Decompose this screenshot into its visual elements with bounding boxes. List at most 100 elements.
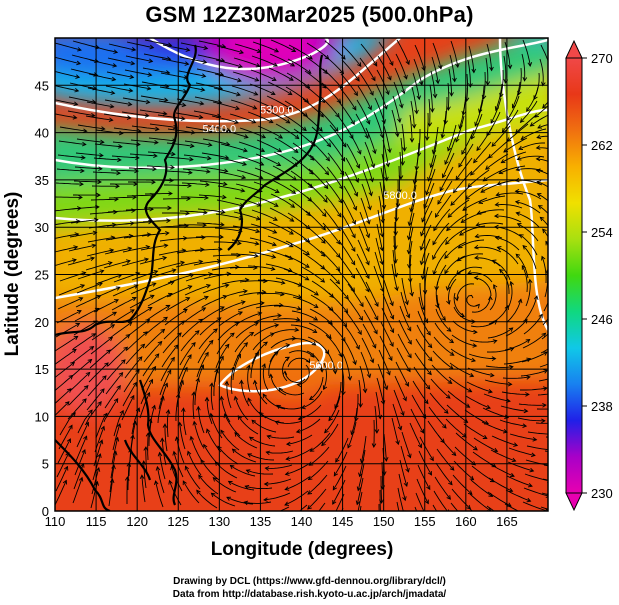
streamline (122, 382, 137, 407)
streamline-arrow (189, 143, 195, 149)
streamline (309, 308, 333, 325)
streamline-arrow (240, 188, 246, 193)
streamline (321, 236, 341, 258)
streamline-arrow (535, 156, 541, 162)
streamline-arrow (167, 369, 172, 375)
streamline-arrow (427, 470, 432, 476)
streamline (537, 181, 548, 188)
streamline-arrow (447, 379, 453, 384)
streamline-arrow (474, 255, 479, 260)
streamline (378, 195, 384, 223)
streamline (416, 478, 429, 504)
streamline-arrow (496, 181, 502, 186)
streamline (141, 81, 169, 88)
streamline (450, 185, 471, 206)
streamline (308, 322, 332, 339)
streamline (122, 97, 150, 103)
streamline-arrow (255, 63, 261, 68)
streamline (486, 505, 495, 511)
x-axis-label: Longitude (degrees) (211, 539, 394, 560)
streamline (540, 506, 548, 510)
streamline (122, 246, 150, 253)
streamline (537, 124, 548, 129)
streamline-arrow (403, 74, 408, 80)
streamline-arrow (254, 77, 260, 82)
streamline (400, 291, 410, 318)
streamline (420, 224, 432, 251)
streamline-arrow (550, 448, 554, 452)
streamline-arrow (270, 266, 276, 271)
streamline-arrow (400, 524, 404, 528)
streamline (542, 101, 548, 109)
streamline-arrow (117, 157, 122, 163)
streamline (342, 353, 351, 380)
streamline (324, 409, 340, 434)
streamline (413, 366, 431, 390)
streamline-arrow (323, 198, 328, 203)
streamline (234, 43, 261, 53)
streamline (448, 68, 452, 96)
streamline-arrow (427, 176, 432, 182)
streamline (166, 285, 192, 298)
streamline-arrow (446, 226, 451, 232)
streamline-arrow (314, 291, 319, 296)
streamline-arrow (424, 399, 429, 405)
streamline-arrow (400, 161, 405, 166)
streamline-arrow (439, 186, 444, 192)
streamline-arrow (66, 388, 72, 393)
streamline-arrow (99, 269, 105, 274)
streamline-arrow (249, 331, 255, 337)
streamline-arrow (383, 385, 389, 391)
streamline-arrow (294, 327, 300, 332)
streamline-arrow (561, 356, 565, 360)
streamline-arrow (237, 240, 242, 246)
streamline-arrow (295, 428, 301, 434)
streamline-arrow (234, 322, 240, 327)
streamline-arrow (417, 443, 422, 449)
streamline-arrow (157, 340, 163, 346)
streamline (216, 199, 244, 207)
streamline-arrow (520, 135, 526, 140)
streamline (481, 421, 508, 433)
streamline-arrow (381, 471, 387, 476)
streamline-arrow (313, 316, 319, 321)
streamline-arrow (350, 274, 356, 279)
streamline-arrow (127, 246, 133, 252)
streamline (474, 99, 484, 126)
streamline (398, 319, 412, 345)
streamline (93, 440, 103, 467)
streamline-arrow (273, 62, 278, 67)
streamline (254, 315, 282, 323)
streamline-arrow (203, 295, 209, 300)
streamline-arrow (282, 370, 288, 376)
streamline (229, 113, 256, 124)
streamline (105, 85, 133, 92)
streamline (293, 282, 319, 296)
contour-5200 (149, 38, 329, 71)
streamline (506, 299, 522, 323)
streamline (450, 348, 476, 362)
streamline-arrow (285, 456, 291, 461)
streamline (503, 358, 531, 365)
streamline-arrow (185, 210, 190, 216)
streamline-arrow (307, 504, 312, 510)
streamline-arrow (200, 459, 205, 464)
streamline (104, 385, 121, 409)
streamline-arrow (467, 490, 473, 495)
streamline-arrow (274, 48, 280, 53)
streamline (202, 138, 230, 146)
streamline (431, 56, 439, 84)
streamline (364, 295, 379, 321)
streamline (347, 283, 364, 307)
streamline (239, 280, 267, 283)
streamline-arrow (318, 126, 323, 132)
streamline-arrow (516, 156, 522, 161)
streamline-arrow (514, 199, 520, 205)
streamline (355, 267, 370, 292)
streamline-arrow (202, 222, 207, 228)
streamline (521, 351, 548, 363)
streamline-arrow (99, 139, 105, 145)
streamline-arrow (419, 428, 425, 434)
streamline (271, 329, 299, 335)
streamline (435, 308, 452, 332)
